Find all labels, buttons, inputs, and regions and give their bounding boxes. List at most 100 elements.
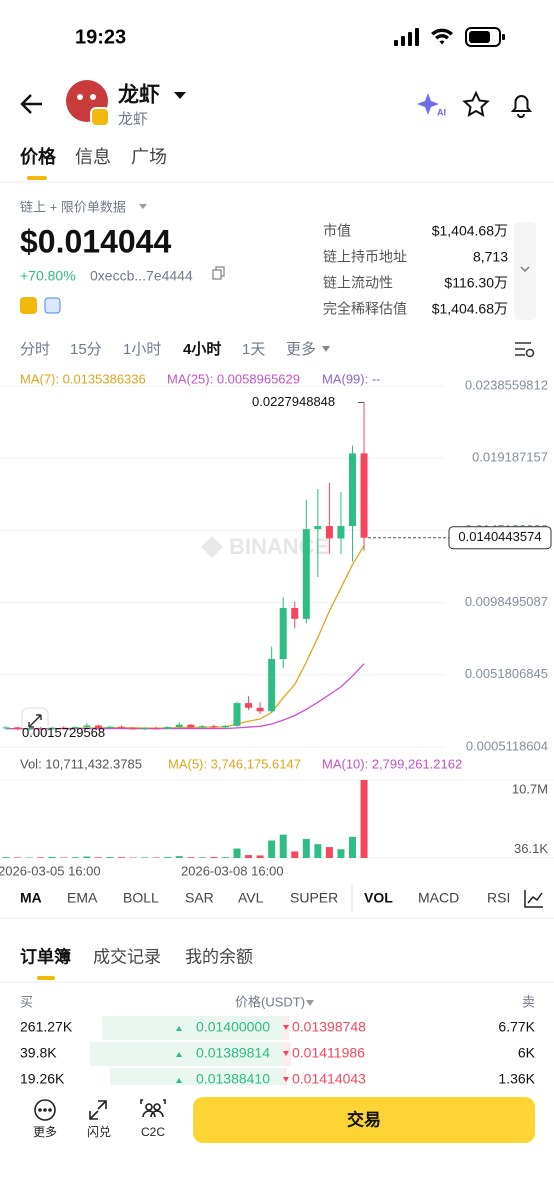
ask-size: 6.77K <box>498 1019 535 1035</box>
bottom-item-label[interactable]: C2C <box>141 1125 165 1139</box>
tab-indicator <box>27 176 47 180</box>
back-button[interactable] <box>20 94 42 114</box>
c2c-icon[interactable] <box>140 1099 166 1118</box>
page-tab[interactable]: 广场 <box>131 147 167 167</box>
min-price-label: 0.0015729568 <box>22 725 105 740</box>
indicator-tab[interactable]: BOLL <box>123 890 159 906</box>
orderbook-header: 买 <box>20 994 33 1009</box>
ask-price: 0.01411986 <box>292 1045 365 1061</box>
more-icon[interactable] <box>34 1099 56 1121</box>
ma-legend: MA(7): 0.0135386336 <box>20 371 146 386</box>
indicator-tab[interactable]: MACD <box>418 890 459 906</box>
y-tick-label: 0.0005118604 <box>466 738 548 753</box>
orderbook-tab[interactable]: 成交记录 <box>93 947 161 966</box>
down-arrow <box>283 1025 289 1030</box>
orderbook-tab[interactable]: 订单簿 <box>20 946 71 966</box>
indicator-tab[interactable]: AVL <box>238 890 264 906</box>
stat-value: $1,404.68万 <box>432 223 508 239</box>
candle-body <box>302 529 310 619</box>
volume-bar <box>175 856 183 858</box>
volume-bar <box>279 834 287 858</box>
watermark: BINANCE <box>229 534 329 559</box>
candle-body <box>60 727 68 729</box>
trade-button-label[interactable]: 交易 <box>347 1109 381 1129</box>
volume-bar <box>164 857 172 858</box>
volume-bar <box>210 857 218 858</box>
volume-bar <box>118 857 125 858</box>
indicator-settings-icon[interactable] <box>524 890 543 908</box>
volume-tick-label: 10.7M <box>512 782 548 797</box>
swap-icon[interactable] <box>89 1100 107 1120</box>
volume-bar <box>2 857 10 858</box>
orderbook-tab[interactable]: 我的余额 <box>185 947 253 966</box>
indicator-tab[interactable]: VOL <box>364 890 393 906</box>
candle-body <box>187 724 195 728</box>
candle-body <box>360 453 368 538</box>
stat-value: 8,713 <box>473 249 508 265</box>
trade-button[interactable] <box>193 1097 535 1143</box>
ask-size: 1.36K <box>498 1071 535 1087</box>
page-tab[interactable]: 价格 <box>20 146 57 167</box>
candle-body <box>2 727 10 729</box>
indicator-tab[interactable]: MA <box>20 890 42 906</box>
star-icon[interactable] <box>462 90 490 117</box>
data-source[interactable]: 链上 + 限价单数据 <box>20 199 126 214</box>
candle-body <box>245 703 253 708</box>
interval-tab[interactable]: 1小时 <box>123 341 161 358</box>
clock: 19:23 <box>75 26 126 48</box>
last-price-label: 0.0140443574 <box>458 529 541 544</box>
dropdown-caret[interactable] <box>306 1000 314 1006</box>
ma-line <box>6 663 365 730</box>
indicator-tab[interactable]: RSI <box>487 890 510 906</box>
ma-line <box>6 545 365 730</box>
candle-body <box>175 724 183 728</box>
token-avatar <box>66 80 110 127</box>
candle-body <box>14 727 22 730</box>
bell-icon[interactable] <box>510 95 533 118</box>
x-tick-label: 2026-03-05 16:00 <box>0 863 101 878</box>
dropdown-caret[interactable] <box>139 204 147 209</box>
interval-tab[interactable]: 更多 <box>286 341 316 358</box>
y-tick-label: 0.0238559812 <box>465 377 548 392</box>
candle-body <box>37 728 45 730</box>
volume-bar <box>314 844 322 858</box>
interval-tab[interactable]: 4小时 <box>183 341 221 358</box>
volume-bar <box>83 856 91 858</box>
dropdown-caret[interactable] <box>174 92 186 99</box>
volume-bar <box>37 857 45 858</box>
dropdown-caret[interactable] <box>322 346 330 352</box>
stat-label: 链上流动性 <box>323 275 393 291</box>
chevron <box>520 266 530 273</box>
bid-price: 0.01400000 <box>196 1019 270 1035</box>
bid-size: 19.26K <box>20 1071 65 1087</box>
watermark-logo <box>201 536 223 558</box>
chart-settings-icon[interactable] <box>515 342 535 358</box>
copy-icon[interactable] <box>212 266 225 280</box>
interval-tab[interactable]: 15分 <box>70 341 102 358</box>
last-price-box <box>448 526 552 550</box>
interval-tab[interactable]: 1天 <box>242 341 265 358</box>
candle-body <box>164 727 172 729</box>
tab-indicator <box>37 976 55 980</box>
page-tab[interactable]: 信息 <box>75 147 111 167</box>
ai-icon[interactable]: AI <box>417 93 446 117</box>
status-icons <box>394 27 505 47</box>
indicator-tab[interactable]: SAR <box>185 890 214 906</box>
bottom-item-label[interactable]: 更多 <box>33 1125 57 1139</box>
bottom-item-label[interactable]: 闪兑 <box>87 1125 111 1139</box>
bid-size: 39.8K <box>20 1045 57 1061</box>
indicator-tab[interactable]: SUPER <box>290 890 338 906</box>
bid-size: 261.27K <box>20 1019 73 1035</box>
candle-body <box>325 526 333 539</box>
volume-bar <box>325 847 333 858</box>
stat-label: 完全稀释估值 <box>323 301 407 317</box>
interval-tab[interactable]: 分时 <box>20 341 50 358</box>
candle-body <box>233 703 241 726</box>
candle-body <box>129 727 137 730</box>
candle-body <box>25 728 33 730</box>
candle-body <box>106 726 114 729</box>
candle-body <box>268 659 276 712</box>
indicator-tab[interactable]: EMA <box>67 890 98 906</box>
fullscreen-icon <box>28 714 42 728</box>
